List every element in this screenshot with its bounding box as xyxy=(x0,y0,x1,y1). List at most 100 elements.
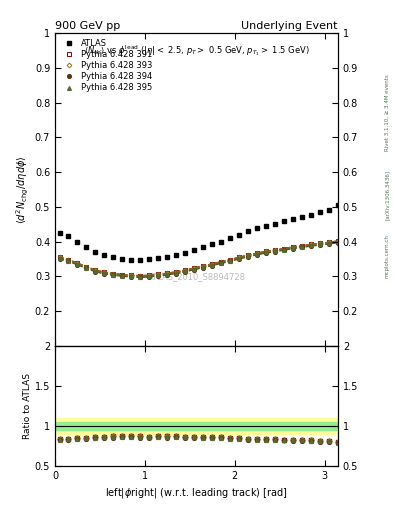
Pythia 6.428 391 xyxy=(111,270,116,276)
Pythia 6.428 393 xyxy=(138,272,143,279)
Pythia 6.428 395 xyxy=(165,271,170,278)
Pythia 6.428 391 xyxy=(255,250,259,256)
Pythia 6.428 393 xyxy=(291,244,296,250)
Pythia 6.428 393 xyxy=(129,272,134,279)
Pythia 6.428 393 xyxy=(66,257,71,263)
ATLAS xyxy=(318,209,322,215)
Y-axis label: $\langle d^2 N_{\rm chg}/d\eta d\phi\rangle$: $\langle d^2 N_{\rm chg}/d\eta d\phi\ran… xyxy=(15,155,31,224)
Pythia 6.428 394 xyxy=(84,265,89,271)
Legend: ATLAS, Pythia 6.428 391, Pythia 6.428 393, Pythia 6.428 394, Pythia 6.428 395: ATLAS, Pythia 6.428 391, Pythia 6.428 39… xyxy=(59,37,154,94)
Pythia 6.428 393 xyxy=(57,254,62,260)
ATLAS xyxy=(183,250,187,256)
ATLAS xyxy=(210,241,215,247)
Pythia 6.428 391 xyxy=(210,261,215,267)
Pythia 6.428 394 xyxy=(66,259,71,265)
Pythia 6.428 394 xyxy=(174,270,179,276)
Pythia 6.428 391 xyxy=(246,252,250,258)
ATLAS xyxy=(84,244,89,250)
Pythia 6.428 393 xyxy=(300,243,305,249)
Pythia 6.428 394 xyxy=(57,256,62,262)
Pythia 6.428 395 xyxy=(66,258,71,264)
Pythia 6.428 391 xyxy=(318,240,322,246)
Pythia 6.428 391 xyxy=(165,270,170,276)
Pythia 6.428 393 xyxy=(219,259,224,265)
Pythia 6.428 391 xyxy=(309,241,313,247)
Pythia 6.428 393 xyxy=(264,248,268,254)
Line: Pythia 6.428 391: Pythia 6.428 391 xyxy=(58,239,340,278)
Pythia 6.428 391 xyxy=(129,272,134,279)
Pythia 6.428 393 xyxy=(246,252,250,258)
Pythia 6.428 394 xyxy=(309,243,313,249)
ATLAS xyxy=(246,228,250,234)
ATLAS xyxy=(138,257,143,263)
Pythia 6.428 393 xyxy=(309,241,313,247)
Pythia 6.428 394 xyxy=(246,254,250,260)
Text: Underlying Event: Underlying Event xyxy=(241,20,338,31)
Pythia 6.428 394 xyxy=(237,256,242,262)
ATLAS xyxy=(237,231,242,238)
Pythia 6.428 391 xyxy=(300,243,305,249)
Pythia 6.428 394 xyxy=(201,265,206,271)
Text: mcplots.cern.ch: mcplots.cern.ch xyxy=(385,234,390,278)
Pythia 6.428 394 xyxy=(336,240,340,246)
Pythia 6.428 395 xyxy=(93,268,98,274)
Pythia 6.428 395 xyxy=(273,248,277,254)
ATLAS xyxy=(147,256,152,262)
Text: [arXiv:1306.3436]: [arXiv:1306.3436] xyxy=(385,169,390,220)
Pythia 6.428 395 xyxy=(75,261,80,267)
ATLAS xyxy=(174,252,179,259)
Pythia 6.428 393 xyxy=(174,269,179,275)
Pythia 6.428 391 xyxy=(282,245,286,251)
Pythia 6.428 395 xyxy=(282,246,286,252)
Line: Pythia 6.428 393: Pythia 6.428 393 xyxy=(58,239,340,278)
ATLAS xyxy=(228,235,233,241)
Pythia 6.428 394 xyxy=(138,274,143,281)
Pythia 6.428 395 xyxy=(246,253,250,259)
Pythia 6.428 394 xyxy=(192,267,196,273)
ATLAS xyxy=(282,219,286,225)
Pythia 6.428 391 xyxy=(183,267,187,273)
Bar xyxy=(55,418,338,434)
ATLAS xyxy=(309,211,313,218)
Pythia 6.428 395 xyxy=(336,239,340,245)
Pythia 6.428 395 xyxy=(300,244,305,250)
Pythia 6.428 394 xyxy=(219,261,224,267)
Pythia 6.428 391 xyxy=(273,247,277,253)
ATLAS xyxy=(264,223,268,229)
Pythia 6.428 395 xyxy=(129,273,134,280)
Pythia 6.428 393 xyxy=(120,271,125,278)
Pythia 6.428 394 xyxy=(111,272,116,279)
Pythia 6.428 391 xyxy=(327,239,331,245)
Pythia 6.428 391 xyxy=(156,271,161,278)
Pythia 6.428 391 xyxy=(336,238,340,244)
Pythia 6.428 394 xyxy=(102,271,107,277)
Pythia 6.428 395 xyxy=(210,262,215,268)
Text: ATLAS_2010_S8894728: ATLAS_2010_S8894728 xyxy=(147,272,246,282)
Pythia 6.428 395 xyxy=(120,272,125,279)
Pythia 6.428 394 xyxy=(147,274,152,280)
Pythia 6.428 394 xyxy=(291,245,296,251)
Pythia 6.428 391 xyxy=(219,259,224,265)
Pythia 6.428 391 xyxy=(102,269,107,275)
Text: 900 GeV pp: 900 GeV pp xyxy=(55,20,120,31)
Pythia 6.428 391 xyxy=(66,257,71,263)
ATLAS xyxy=(120,256,125,262)
Pythia 6.428 394 xyxy=(300,244,305,250)
Pythia 6.428 393 xyxy=(111,270,116,276)
Pythia 6.428 394 xyxy=(273,249,277,255)
Pythia 6.428 393 xyxy=(237,254,242,260)
ATLAS xyxy=(336,202,340,208)
Pythia 6.428 395 xyxy=(102,270,107,276)
Pythia 6.428 395 xyxy=(147,273,152,280)
Pythia 6.428 393 xyxy=(165,270,170,276)
Pythia 6.428 394 xyxy=(255,252,259,258)
Pythia 6.428 394 xyxy=(75,262,80,268)
ATLAS xyxy=(57,230,62,236)
Pythia 6.428 391 xyxy=(228,257,233,263)
Pythia 6.428 395 xyxy=(255,251,259,257)
Pythia 6.428 395 xyxy=(156,272,161,279)
Pythia 6.428 393 xyxy=(273,247,277,253)
ATLAS xyxy=(66,233,71,240)
Pythia 6.428 394 xyxy=(228,259,233,265)
Pythia 6.428 395 xyxy=(318,241,322,247)
